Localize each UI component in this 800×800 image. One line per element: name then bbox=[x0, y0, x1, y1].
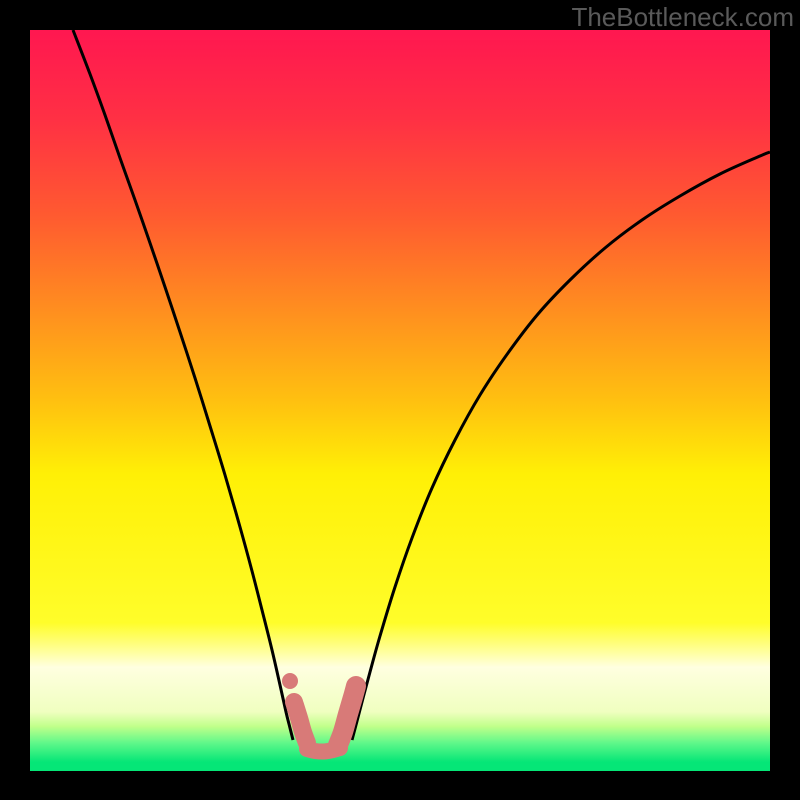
chart-container: TheBottleneck.com bbox=[0, 0, 800, 800]
plot-gradient-bg bbox=[30, 30, 770, 771]
watermark-text: TheBottleneck.com bbox=[571, 2, 794, 33]
